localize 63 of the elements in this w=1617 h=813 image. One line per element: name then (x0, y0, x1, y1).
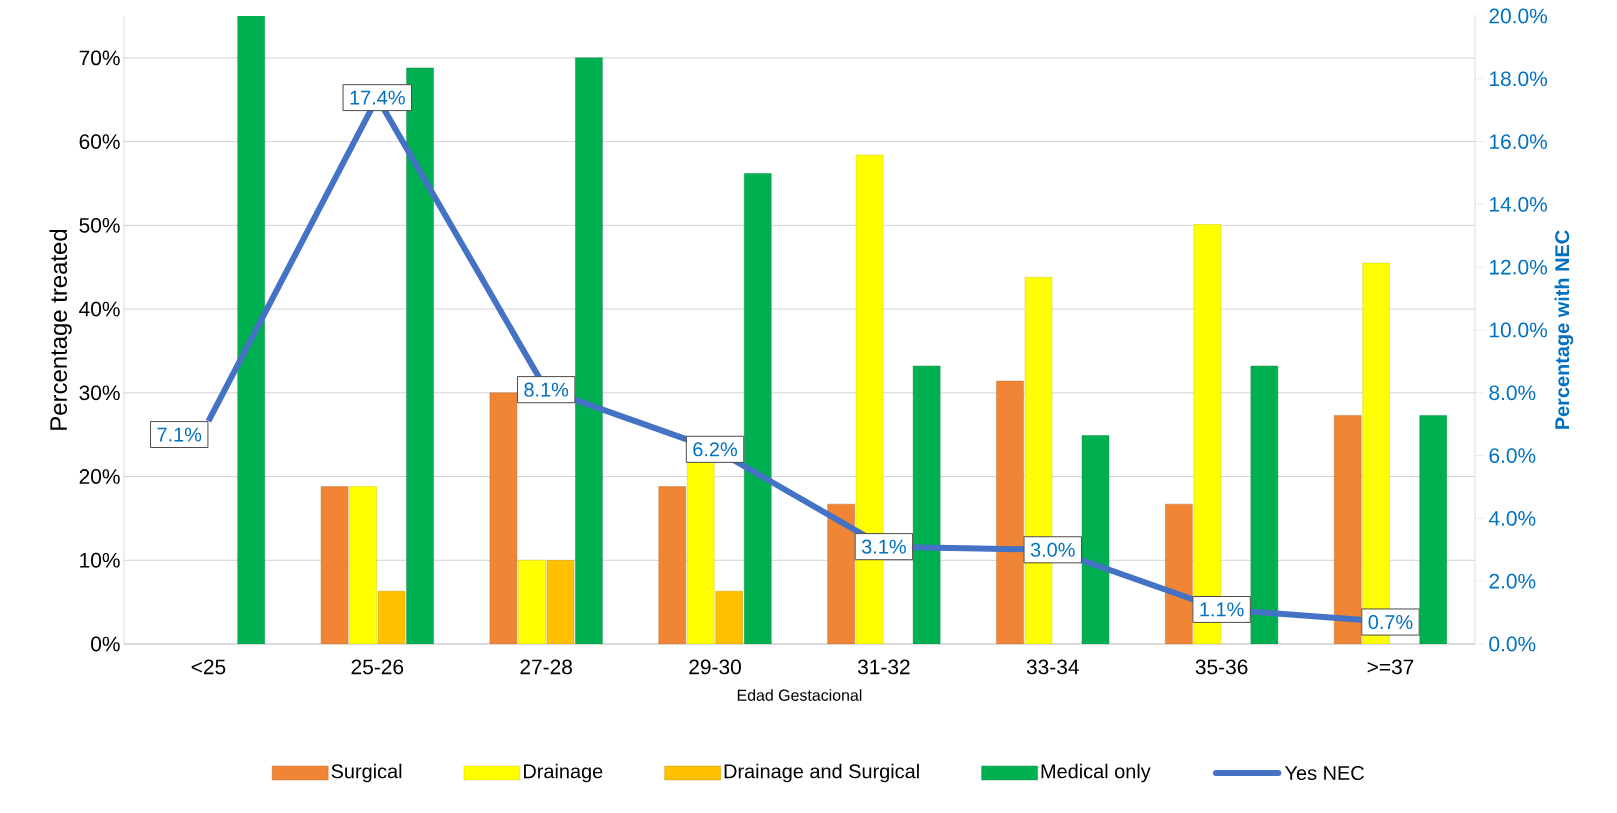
bar (349, 486, 377, 644)
bar (996, 380, 1024, 644)
x-tick-label: 31-32 (857, 659, 910, 675)
data-label: 3.1% (861, 539, 906, 554)
y-tick-label: 0% (91, 636, 120, 652)
x-tick-label: >=37 (1367, 659, 1414, 675)
bar (744, 173, 772, 644)
data-label: 0.7% (1368, 614, 1413, 630)
legend-label: Drainage and Surgical (724, 763, 919, 783)
y2-axis-title: Percentage with NEC (1554, 230, 1574, 429)
y2-tick-label: 8.0% (1489, 385, 1536, 401)
x-tick-label: 33-34 (1026, 659, 1079, 675)
y2-tick-label: 0.0% (1489, 636, 1536, 652)
bar (320, 486, 349, 644)
legend-label: Surgical (331, 763, 402, 783)
bar (1334, 415, 1362, 644)
data-label: 8.1% (524, 382, 569, 397)
y-tick-label: 10% (80, 552, 120, 568)
bar (1081, 435, 1110, 644)
y-tick-label: 60% (79, 134, 120, 149)
bar (827, 503, 855, 644)
legend-label: Drainage (524, 763, 603, 783)
legend-label: Yes NEC (1284, 765, 1364, 781)
data-label: 3.0% (1030, 542, 1075, 557)
y-tick-label: 70% (79, 50, 120, 66)
bar (1250, 365, 1279, 644)
bar (406, 67, 434, 644)
data-label: 7.1% (157, 427, 202, 442)
y2-tick-label: 2.0% (1489, 573, 1536, 589)
y2-tick-label: 6.0% (1489, 448, 1536, 463)
x-tick-label: 25-26 (351, 659, 404, 675)
x-axis-title: Edad Gestacional (737, 689, 862, 701)
bar (715, 591, 743, 644)
data-label: 17.4% (350, 90, 405, 105)
data-label: 1.1% (1200, 602, 1244, 617)
y-tick-label: 30% (79, 385, 120, 401)
legend-label: Medical only (1041, 763, 1151, 783)
x-tick-label: 27-28 (520, 659, 572, 675)
y-axis-title: Percentage treated (49, 229, 72, 430)
y-tick-label: 20% (79, 469, 120, 484)
data-label: 6.2% (693, 442, 738, 457)
x-tick-label: <25 (191, 659, 226, 675)
bar (377, 591, 406, 644)
bar (575, 57, 603, 644)
bar (658, 486, 686, 644)
bar (237, 15, 265, 644)
bar (489, 392, 518, 644)
bar (912, 365, 941, 644)
y2-tick-label: 18.0% (1490, 71, 1547, 87)
y-tick-label: 40% (79, 301, 120, 317)
y2-tick-label: 10.0% (1490, 322, 1547, 338)
bar (518, 560, 546, 644)
x-tick-label: 29-30 (689, 659, 741, 675)
y-tick-label: 50% (79, 217, 120, 233)
bar (1165, 503, 1193, 644)
bar (546, 560, 575, 644)
bar (1419, 415, 1447, 644)
y2-tick-label: 16.0% (1490, 134, 1547, 149)
y2-tick-label: 12.0% (1490, 259, 1547, 275)
y2-tick-label: 4.0% (1488, 510, 1536, 526)
x-tick-label: 35-36 (1195, 659, 1248, 675)
y2-tick-label: 20.0% (1489, 8, 1547, 24)
y2-tick-label: 14.0% (1490, 196, 1547, 212)
